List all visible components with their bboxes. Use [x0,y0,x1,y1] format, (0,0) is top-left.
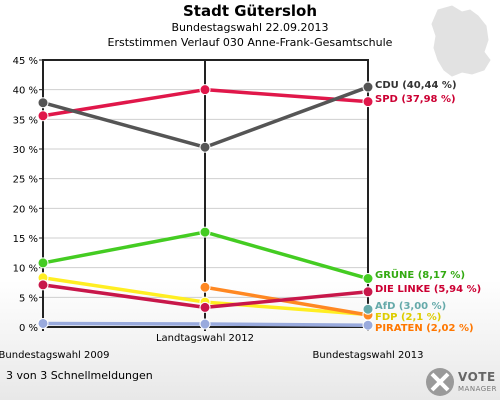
report-count-note: 3 von 3 Schnellmeldungen [6,369,153,382]
data-point-die linke [362,286,374,298]
series-label: CDU (40,44 %) [375,80,457,91]
data-point-grüne [199,226,211,238]
brand-sub: MANAGER [458,385,497,393]
data-point-sonstige [199,318,211,330]
data-point-spd [362,96,374,108]
data-point-piraten [199,281,211,293]
data-point-grüne [362,273,374,285]
y-tick-label: 40 % [13,86,38,97]
data-point-afd [362,303,374,315]
series-label: DIE LINKE (5,94 %) [375,284,481,295]
y-tick-label: 5 % [19,293,38,304]
y-tick-label: 0 % [19,323,38,334]
series-label: FDP (2,1 %) [375,312,441,323]
chart-title: Stadt Gütersloh [182,2,317,20]
data-point-spd [199,84,211,96]
y-tick-label: 15 % [13,234,38,245]
y-tick-label: 35 % [13,115,38,126]
brand-name: VOTE [458,370,496,384]
y-tick-label: 20 % [13,204,38,215]
chart-subtitle: Erststimmen Verlauf 030 Anne-Frank-Gesam… [107,36,393,49]
x-tick-label: Bundestagswahl 2009 [0,350,109,361]
data-point-cdu [362,81,374,93]
data-point-cdu [37,97,49,109]
chart-subtitle-date: Bundestagswahl 22.09.2013 [171,21,329,34]
data-point-die linke [199,301,211,313]
data-point-spd [37,110,49,122]
data-point-grüne [37,257,49,269]
x-tick-label: Bundestagswahl 2013 [313,350,424,361]
chart-header: Stadt Gütersloh Bundestagswahl 22.09.201… [0,2,500,50]
data-point-sonstige [37,317,49,329]
data-point-die linke [37,279,49,291]
y-tick-label: 10 % [13,264,38,275]
data-point-sonstige [362,319,374,331]
series-label: PIRATEN (2,02 %) [375,323,474,334]
germany-map-icon [431,5,491,77]
x-tick-label: Landtagswahl 2012 [156,333,254,344]
y-tick-label: 30 % [13,145,38,156]
series-label: GRÜNE (8,17 %) [375,267,465,281]
y-tick-label: 25 % [13,175,38,186]
data-point-cdu [199,141,211,153]
vote-logo-icon [426,368,454,396]
vote-manager-logo: VOTE MANAGER [424,366,500,398]
y-tick-label: 45 % [13,56,38,67]
series-label: AfD (3,00 %) [375,301,446,312]
series-label: SPD (37,98 %) [375,94,456,105]
